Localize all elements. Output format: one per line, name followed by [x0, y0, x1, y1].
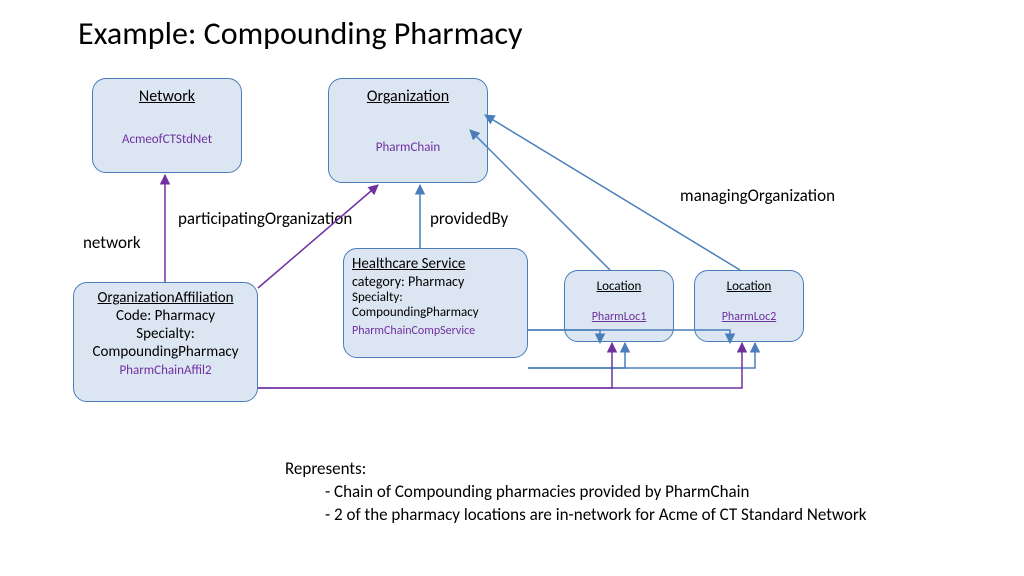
caption-heading: Represents: — [285, 458, 867, 481]
node-network-header: Network — [93, 87, 241, 106]
node-loc2-header: Location — [695, 279, 803, 294]
node-healthcare-line1: category: Pharmacy — [352, 273, 519, 290]
node-loc2: Location PharmLoc2 — [694, 270, 804, 342]
node-organization-instance: PharmChain — [329, 140, 487, 155]
node-network: Network AcmeofCTStdNet — [92, 78, 242, 173]
node-healthcare-line2: Specialty: — [352, 290, 519, 305]
node-organization-header: Organization — [329, 87, 487, 106]
page-title: Example: Compounding Pharmacy — [78, 14, 522, 53]
node-healthcare: Healthcare Service category: Pharmacy Sp… — [343, 248, 528, 358]
node-orgaffil-instance: PharmChainAffil2 — [74, 363, 257, 378]
label-providedby: providedBy — [430, 208, 508, 229]
node-network-instance: AcmeofCTStdNet — [93, 132, 241, 147]
node-organization: Organization PharmChain — [328, 78, 488, 183]
node-orgaffil: OrganizationAffiliation Code: Pharmacy S… — [73, 282, 258, 402]
node-loc1: Location PharmLoc1 — [564, 270, 674, 342]
node-loc1-instance: PharmLoc1 — [565, 310, 673, 324]
node-orgaffil-line2: Specialty: — [74, 325, 257, 343]
node-orgaffil-line3: CompoundingPharmacy — [74, 343, 257, 361]
node-orgaffil-line1: Code: Pharmacy — [74, 307, 257, 325]
caption: Represents: - Chain of Compounding pharm… — [285, 458, 867, 527]
node-healthcare-instance: PharmChainCompService — [352, 324, 519, 338]
label-managing: managingOrganization — [680, 185, 835, 206]
node-healthcare-header: Healthcare Service — [352, 255, 519, 273]
node-healthcare-line3: CompoundingPharmacy — [352, 305, 519, 320]
label-participating: participatingOrganization — [178, 208, 352, 229]
caption-line1: - Chain of Compounding pharmacies provid… — [285, 481, 867, 504]
caption-line2: - 2 of the pharmacy locations are in-net… — [285, 504, 867, 527]
label-network: network — [83, 232, 141, 253]
node-loc1-header: Location — [565, 279, 673, 294]
node-orgaffil-header: OrganizationAffiliation — [74, 289, 257, 307]
node-loc2-instance: PharmLoc2 — [695, 310, 803, 324]
